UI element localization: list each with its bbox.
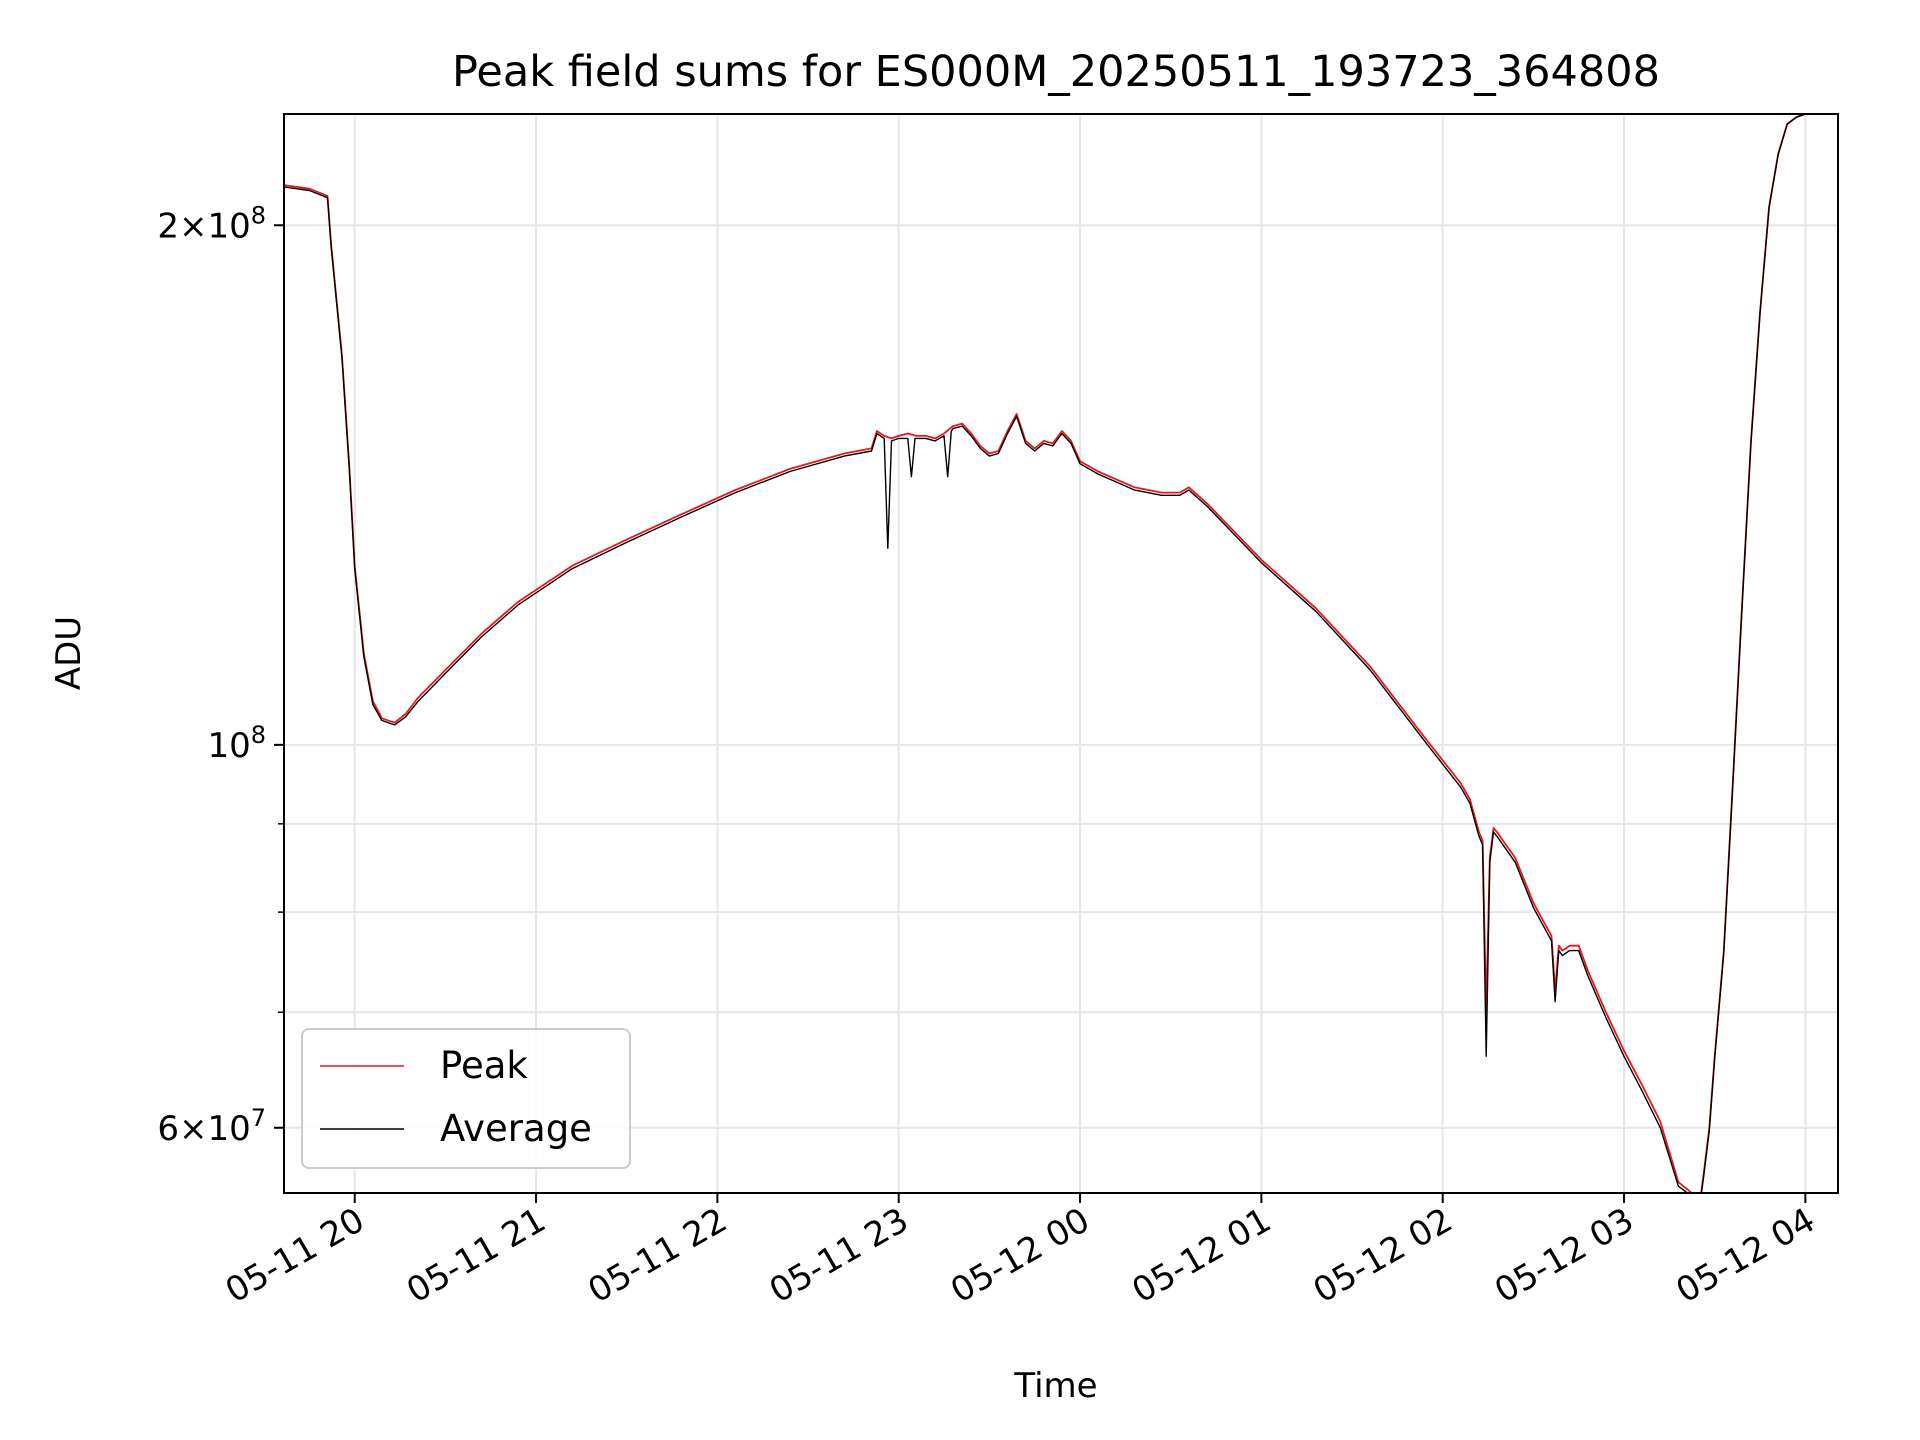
plot-series: [284, 114, 1838, 1193]
legend: Peak Average: [301, 1028, 631, 1169]
x-tick-label: 05-12 02: [1307, 1200, 1459, 1311]
x-tick-label: 05-11 23: [763, 1200, 915, 1311]
grid: [284, 114, 1838, 1193]
y-tick-label: 108: [207, 721, 266, 766]
x-tick-label: 05-12 01: [1125, 1200, 1277, 1311]
legend-box: [301, 1028, 631, 1169]
y-tick-label: 2×108: [157, 201, 266, 246]
plot-frame: [283, 113, 1839, 1194]
y-tick-label: 6×107: [157, 1104, 266, 1149]
x-tick-label: 05-12 04: [1669, 1200, 1821, 1311]
x-tick-label: 05-12 03: [1488, 1200, 1640, 1311]
series-line-peak: [284, 114, 1838, 1193]
series-line-average: [284, 114, 1838, 1193]
legend-label-peak: Peak: [440, 1044, 528, 1087]
x-tick-label: 05-11 20: [219, 1200, 371, 1311]
x-axis-label: Time: [1013, 1366, 1097, 1406]
chart-title: Peak field sums for ES000M_20250511_1937…: [452, 47, 1660, 97]
y-axis-label: ADU: [49, 616, 89, 690]
legend-label-average: Average: [440, 1107, 592, 1150]
x-tick-label: 05-12 00: [944, 1200, 1096, 1311]
x-tick-label: 05-11 22: [581, 1200, 733, 1311]
x-tick-label: 05-11 21: [400, 1200, 552, 1311]
